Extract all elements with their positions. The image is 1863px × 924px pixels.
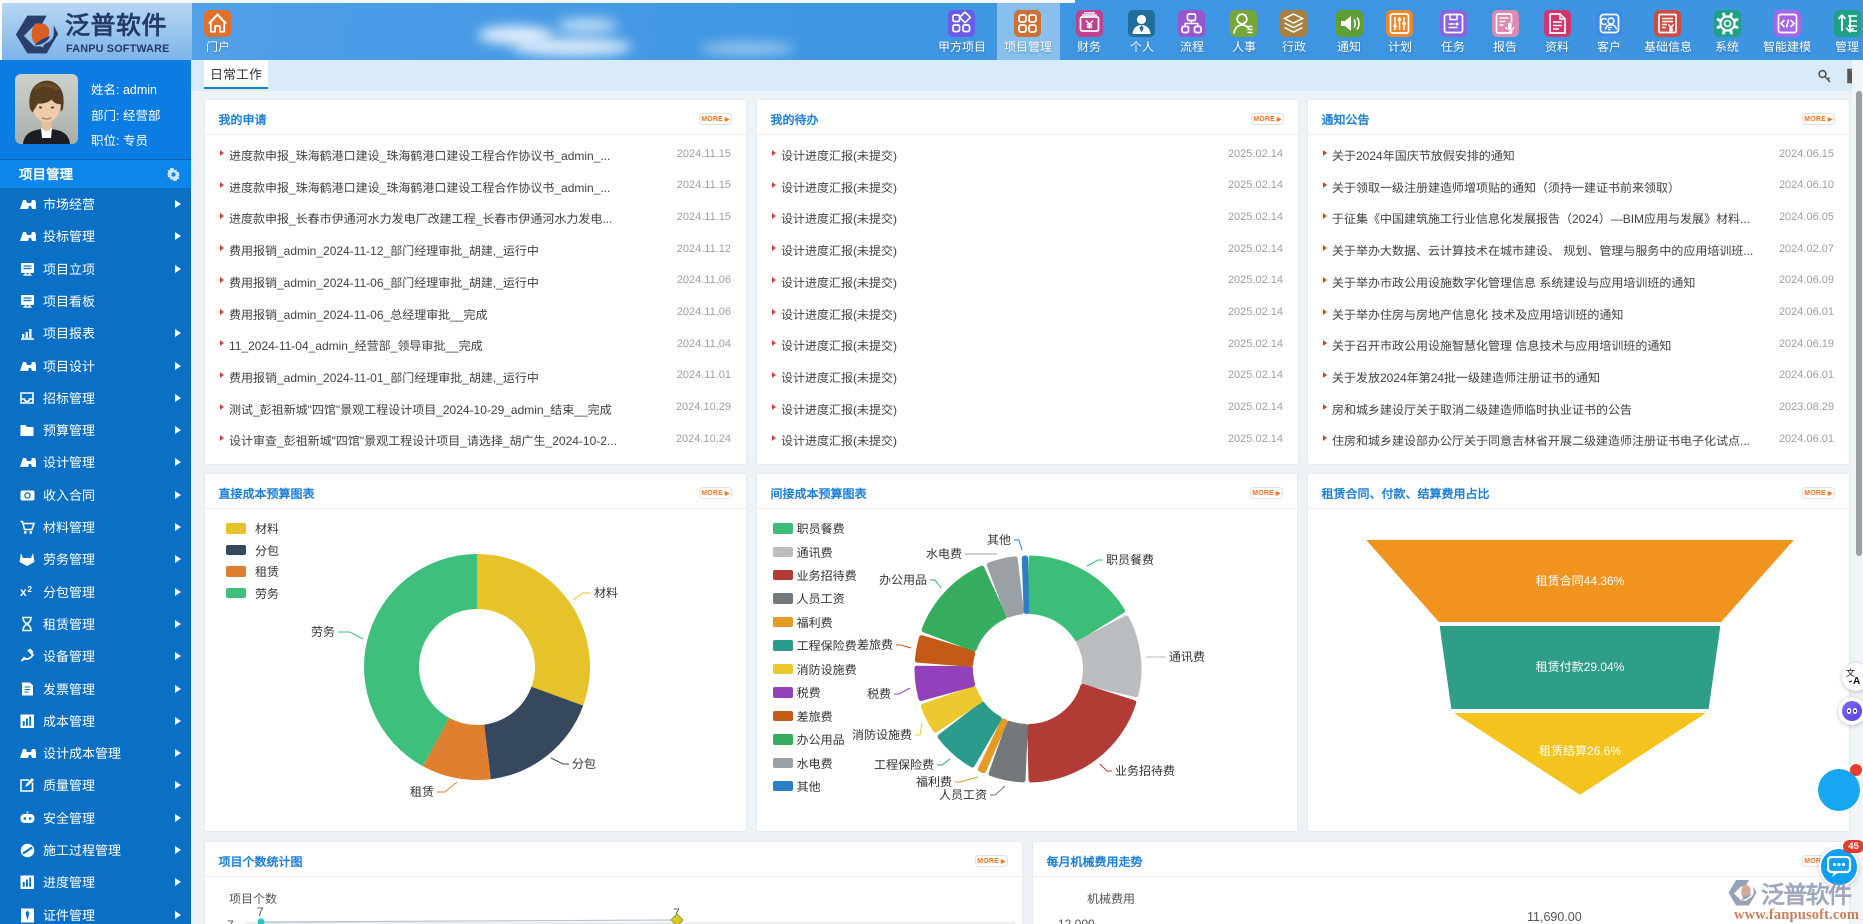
svg-text:福利费: 福利费 <box>916 775 952 789</box>
svg-text:差旅费: 差旅费 <box>857 638 893 652</box>
svg-text:工程保险费: 工程保险费 <box>874 758 934 772</box>
svg-text:租赁合同44.36%: 租赁合同44.36% <box>1536 574 1625 588</box>
svg-text:A: A <box>1853 676 1860 686</box>
svg-text:租赁付款29.04%: 租赁付款29.04% <box>1536 660 1625 674</box>
svg-text:租赁: 租赁 <box>410 785 434 799</box>
svg-text:职员餐费: 职员餐费 <box>1106 553 1154 567</box>
svg-text:x: x <box>20 585 27 599</box>
svg-text:业务招待费: 业务招待费 <box>1115 764 1175 778</box>
svg-text:通讯费: 通讯费 <box>1169 650 1205 664</box>
svg-text:租赁结算26.6%: 租赁结算26.6% <box>1539 744 1621 758</box>
svg-text:消防设施费: 消防设施费 <box>852 728 912 742</box>
svg-text:水电费: 水电费 <box>926 547 962 561</box>
svg-text:泛普软件: 泛普软件 <box>1761 875 1852 910</box>
svg-text:其他: 其他 <box>987 533 1011 547</box>
svg-text:分包: 分包 <box>572 757 596 771</box>
svg-text:劳务: 劳务 <box>311 625 335 639</box>
svg-text:办公用品: 办公用品 <box>879 573 927 587</box>
svg-text:文: 文 <box>1846 668 1855 679</box>
svg-text:2: 2 <box>28 585 33 594</box>
svg-text:人员工资: 人员工资 <box>939 788 987 802</box>
svg-text:税费: 税费 <box>867 687 891 701</box>
svg-text:材料: 材料 <box>594 586 618 600</box>
svg-text:www.fanpusoft.com: www.fanpusoft.com <box>1734 907 1859 923</box>
